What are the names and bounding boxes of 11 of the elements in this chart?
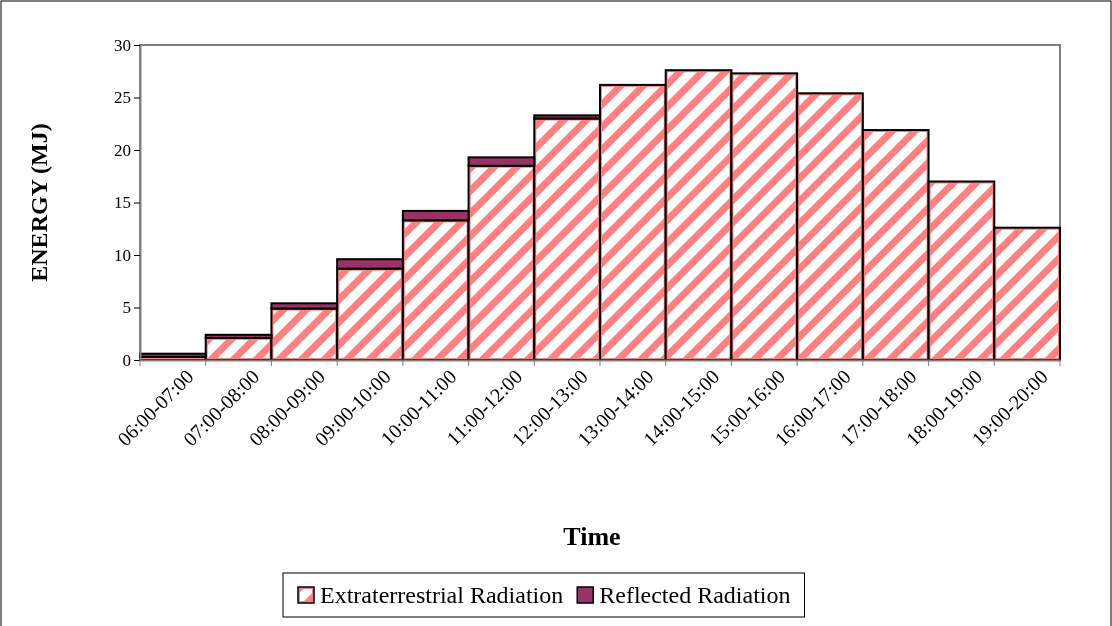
y-tick-label: 30: [114, 35, 131, 55]
y-tick-label: 20: [114, 140, 131, 160]
y-tick-label: 0: [122, 350, 131, 370]
y-tick-label: 10: [114, 245, 131, 265]
y-tick-label: 25: [114, 88, 131, 108]
x-axis-title: Time: [563, 522, 621, 551]
legend-label: Extraterrestrial Radiation: [320, 582, 564, 608]
y-axis-title: ENERGY (MJ): [26, 123, 52, 282]
y-tick-label: 5: [122, 298, 131, 318]
legend-label: Reflected Radiation: [599, 582, 791, 608]
y-tick-label: 15: [114, 193, 131, 213]
